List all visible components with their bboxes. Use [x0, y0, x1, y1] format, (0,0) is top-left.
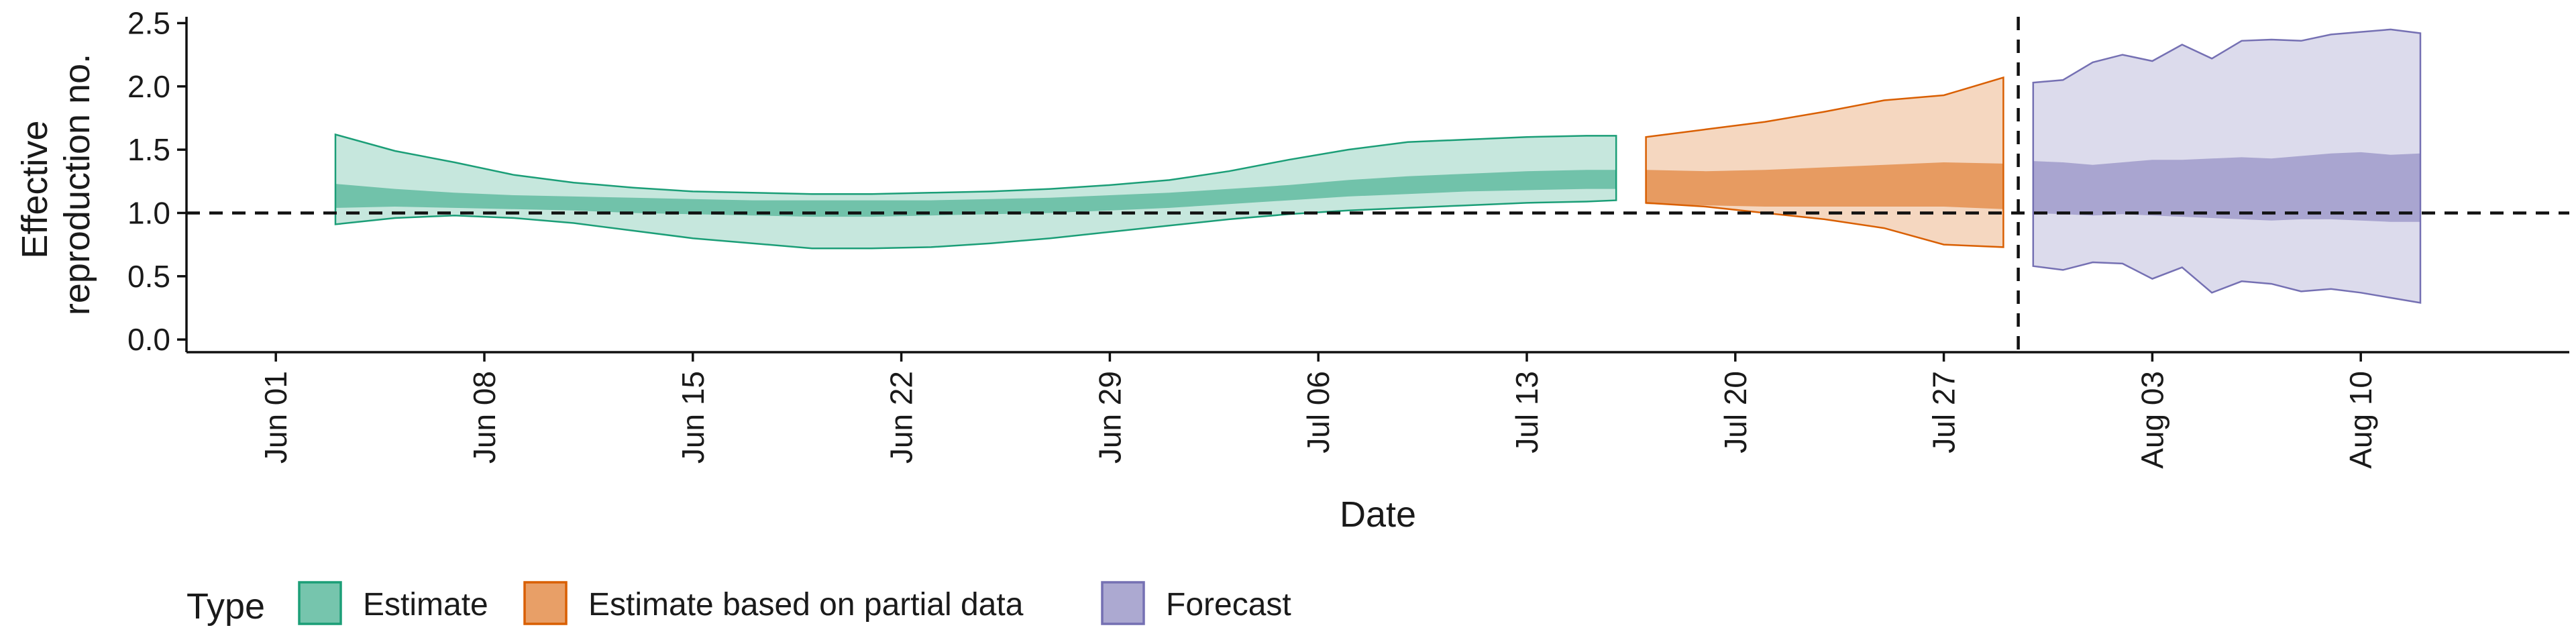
- y-axis-title-line-2: reproduction no.: [57, 54, 97, 315]
- x-tick-label: Jul 06: [1301, 371, 1336, 453]
- x-axis-title: Date: [1340, 494, 1416, 535]
- x-tick-label: Jun 22: [884, 371, 919, 464]
- y-axis-title: Effective reproduction no.: [15, 54, 97, 315]
- y-tick-label: 0.5: [127, 259, 170, 294]
- legend: Type Estimate Estimate based on partial d…: [186, 581, 1291, 627]
- band-50-forecast: [2033, 152, 2420, 222]
- bands-layer: [334, 28, 2422, 304]
- x-tick-label: Jun 15: [676, 371, 710, 464]
- x-tick-label: Aug 03: [2135, 371, 2169, 469]
- legend-title: Type: [186, 586, 265, 627]
- band-50-estimate: [335, 170, 1617, 217]
- legend-key-estimate: [298, 581, 342, 625]
- legend-label-estimate: Estimate: [363, 587, 488, 623]
- legend-label-forecast: Forecast: [1166, 587, 1291, 623]
- reference-lines-layer: [186, 17, 2569, 352]
- x-tick-label: Jul 13: [1509, 371, 1544, 453]
- y-tick-label: 0.0: [127, 322, 170, 357]
- axes-layer: [185, 17, 2569, 354]
- x-tick-label: Jul 27: [1927, 371, 1962, 453]
- y-tick-label: 1.0: [127, 195, 170, 230]
- ticks-layer: 0.0 0.5 1.0 1.5 2.0 2.5 Jun 01 Jun 08 Jun 15 Jun …: [127, 5, 2378, 468]
- y-tick-label: 2.0: [127, 69, 170, 104]
- x-tick-label: Aug 10: [2343, 371, 2378, 469]
- x-tick-label: Jun 01: [258, 371, 293, 464]
- x-tick-label: Jul 20: [1718, 371, 1753, 453]
- y-axis-title-line-1: Effective: [15, 120, 55, 258]
- x-tick-label: Jun 08: [467, 371, 502, 464]
- legend-label-estimate-based-on-partial-data: Estimate based on partial data: [588, 587, 1024, 623]
- x-tick-label: Jun 29: [1092, 371, 1127, 464]
- y-tick-label: 1.5: [127, 132, 170, 167]
- legend-key-forecast: [1101, 581, 1145, 625]
- legend-key-estimate-based-on-partial-data: [523, 581, 568, 625]
- band-90-estimate: [334, 133, 1617, 250]
- band-50-estimate-based-on-partial-data: [1646, 162, 2004, 209]
- band-90-estimate-based-on-partial-data: [1645, 76, 2004, 248]
- y-tick-label: 2.5: [127, 5, 170, 40]
